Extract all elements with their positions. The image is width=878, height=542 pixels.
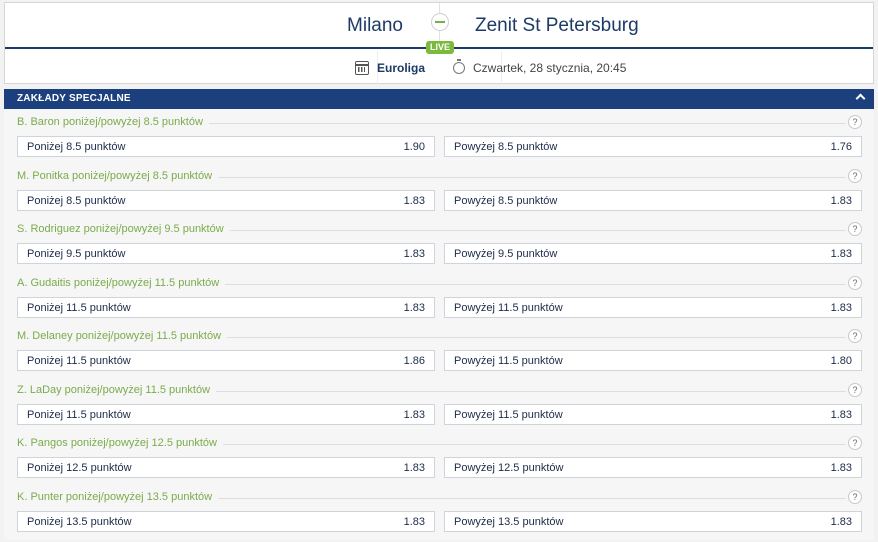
odd-value: 1.83	[403, 195, 425, 207]
market-title: M. Ponitka poniżej/powyżej 8.5 punktów	[17, 170, 219, 182]
odd-value: 1.86	[403, 355, 425, 367]
market-row: M. Delaney poniżej/powyżej 11.5 punktów …	[4, 323, 874, 376]
section-title: ZAKŁADY SPECJALNE	[17, 93, 131, 104]
market-divider	[17, 498, 846, 499]
info-separator	[377, 51, 378, 85]
odd-value: 1.83	[403, 248, 425, 260]
selection-label: Poniżej 11.5 punktów	[27, 302, 131, 314]
match-datetime: Czwartek, 28 stycznia, 20:45	[453, 57, 626, 79]
market-row: B. Baron poniżej/powyżej 8.5 punktów ? P…	[4, 109, 874, 162]
odd-value: 1.83	[830, 409, 852, 421]
odd-value: 1.80	[830, 355, 852, 367]
match-date-text: Czwartek, 28 stycznia, 20:45	[473, 61, 627, 75]
home-team-name[interactable]: Milano	[347, 15, 403, 36]
market-title: S. Rodriguez poniżej/powyżej 9.5 punktów	[17, 223, 230, 235]
help-icon[interactable]: ?	[848, 222, 862, 236]
selection-label: Powyżej 13.5 punktów	[454, 516, 564, 528]
live-indicator-icon	[431, 13, 449, 31]
market-title: Z. LaDay poniżej/powyżej 11.5 punktów	[17, 384, 217, 396]
odd-value: 1.83	[830, 302, 852, 314]
help-icon[interactable]: ?	[848, 329, 862, 343]
selection-label: Poniżej 8.5 punktów	[27, 141, 126, 153]
help-icon[interactable]: ?	[848, 436, 862, 450]
over-odd-button[interactable]: Powyżej 8.5 punktów 1.83	[444, 190, 862, 211]
live-badge: LIVE	[426, 41, 454, 54]
selection-label: Poniżej 8.5 punktów	[27, 195, 126, 207]
info-separator	[501, 51, 502, 85]
help-icon[interactable]: ?	[848, 490, 862, 504]
market-divider	[17, 230, 846, 231]
market-row: A. Gudaitis poniżej/powyżej 11.5 punktów…	[4, 270, 874, 323]
selection-label: Poniżej 12.5 punktów	[27, 462, 132, 474]
selection-label: Powyżej 11.5 punktów	[454, 355, 563, 367]
help-icon[interactable]: ?	[848, 276, 862, 290]
match-header: Milano Zenit St Petersburg LIVE Euroliga…	[4, 2, 874, 85]
odd-value: 1.83	[830, 462, 852, 474]
market-divider	[17, 444, 846, 445]
selection-label: Powyżej 8.5 punktów	[454, 141, 558, 153]
selection-label: Powyżej 12.5 punktów	[454, 462, 564, 474]
market-row: S. Rodriguez poniżej/powyżej 9.5 punktów…	[4, 216, 874, 269]
under-odd-button[interactable]: Poniżej 11.5 punktów 1.83	[17, 297, 435, 318]
selection-label: Powyżej 8.5 punktów	[454, 195, 558, 207]
section-header[interactable]: ZAKŁADY SPECJALNE	[4, 89, 874, 109]
odd-value: 1.83	[830, 516, 852, 528]
competition-name[interactable]: Euroliga	[376, 61, 425, 75]
odd-value: 1.83	[403, 302, 425, 314]
under-odd-button[interactable]: Poniżej 8.5 punktów 1.90	[17, 136, 435, 157]
market-row: K. Punter poniżej/powyżej 13.5 punktów ?…	[4, 484, 874, 537]
market-row: Z. LaDay poniżej/powyżej 11.5 punktów ? …	[4, 377, 874, 430]
market-divider	[17, 177, 846, 178]
market-divider	[17, 123, 846, 124]
under-odd-button[interactable]: Poniżej 8.5 punktów 1.83	[17, 190, 435, 211]
stopwatch-icon	[453, 59, 465, 74]
selection-label: Poniżej 13.5 punktów	[27, 516, 132, 528]
market-title: M. Delaney poniżej/powyżej 11.5 punktów	[17, 330, 228, 342]
chevron-up-icon[interactable]	[855, 93, 866, 104]
market-divider	[17, 337, 846, 338]
over-odd-button[interactable]: Powyżej 13.5 punktów 1.83	[444, 511, 862, 532]
market-title: B. Baron poniżej/powyżej 8.5 punktów	[17, 116, 209, 128]
market-title: K. Pangos poniżej/powyżej 12.5 punktów	[17, 437, 223, 449]
market-row: K. Pangos poniżej/powyżej 12.5 punktów ?…	[4, 430, 874, 483]
market-row: M. Ponitka poniżej/powyżej 8.5 punktów ?…	[4, 163, 874, 216]
help-icon[interactable]: ?	[848, 169, 862, 183]
over-odd-button[interactable]: Powyżej 11.5 punktów 1.83	[444, 404, 862, 425]
odd-value: 1.83	[403, 462, 425, 474]
help-icon[interactable]: ?	[848, 115, 862, 129]
over-odd-button[interactable]: Powyżej 11.5 punktów 1.83	[444, 297, 862, 318]
market-title: A. Gudaitis poniżej/powyżej 11.5 punktów	[17, 277, 226, 289]
competition-info[interactable]: Euroliga	[354, 57, 425, 79]
under-odd-button[interactable]: Poniżej 12.5 punktów 1.83	[17, 457, 435, 478]
selection-label: Poniżej 9.5 punktów	[27, 248, 126, 260]
market-divider	[17, 391, 846, 392]
over-odd-button[interactable]: Powyżej 9.5 punktów 1.83	[444, 243, 862, 264]
under-odd-button[interactable]: Poniżej 11.5 punktów 1.86	[17, 350, 435, 371]
away-team-name[interactable]: Zenit St Petersburg	[475, 15, 639, 36]
odd-value: 1.83	[830, 248, 852, 260]
odd-value: 1.83	[830, 195, 852, 207]
over-odd-button[interactable]: Powyżej 11.5 punktów 1.80	[444, 350, 862, 371]
under-odd-button[interactable]: Poniżej 13.5 punktów 1.83	[17, 511, 435, 532]
help-icon[interactable]: ?	[848, 383, 862, 397]
selection-label: Powyżej 11.5 punktów	[454, 409, 563, 421]
under-odd-button[interactable]: Poniżej 11.5 punktów 1.83	[17, 404, 435, 425]
selection-label: Poniżej 11.5 punktów	[27, 409, 131, 421]
odd-value: 1.83	[403, 516, 425, 528]
calendar-icon	[354, 61, 369, 75]
selection-label: Powyżej 11.5 punktów	[454, 302, 563, 314]
odd-value: 1.76	[830, 141, 852, 153]
market-title: K. Punter poniżej/powyżej 13.5 punktów	[17, 491, 219, 503]
odd-value: 1.83	[403, 409, 425, 421]
under-odd-button[interactable]: Poniżej 9.5 punktów 1.83	[17, 243, 435, 264]
over-odd-button[interactable]: Powyżej 8.5 punktów 1.76	[444, 136, 862, 157]
market-divider	[17, 284, 846, 285]
over-odd-button[interactable]: Powyżej 12.5 punktów 1.83	[444, 457, 862, 478]
selection-label: Poniżej 11.5 punktów	[27, 355, 131, 367]
selection-label: Powyżej 9.5 punktów	[454, 248, 558, 260]
odd-value: 1.90	[403, 141, 425, 153]
markets-list: B. Baron poniżej/powyżej 8.5 punktów ? P…	[4, 109, 874, 540]
